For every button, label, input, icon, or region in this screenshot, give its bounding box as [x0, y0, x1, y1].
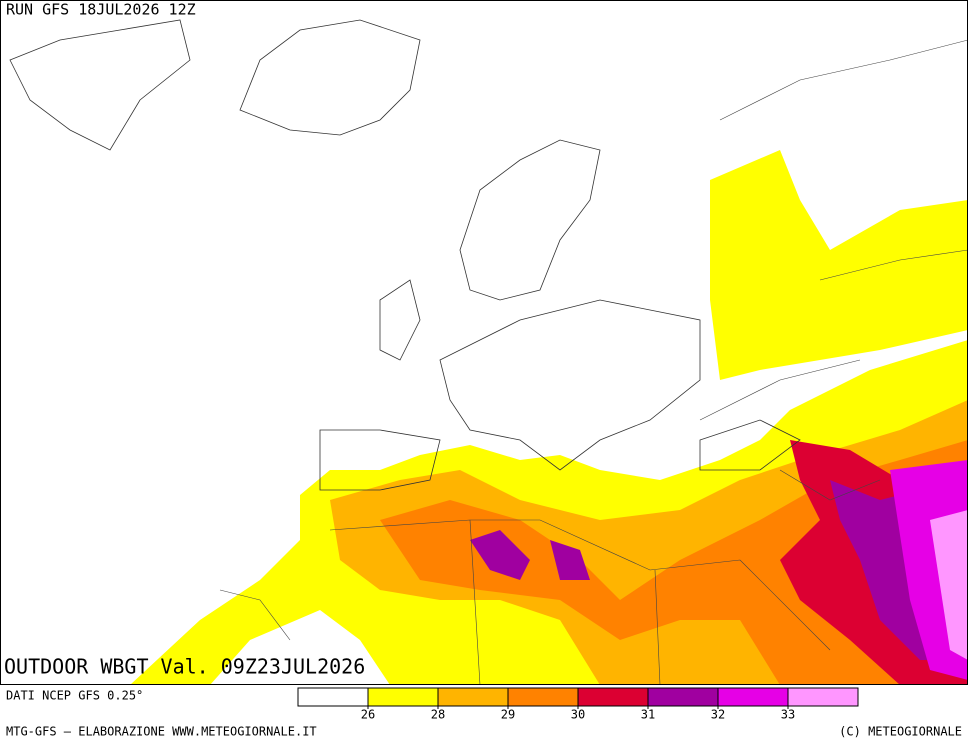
colorbar-box	[787, 687, 859, 707]
coastline	[239, 19, 421, 136]
colorbar-label: 32	[711, 708, 725, 722]
field	[550, 540, 590, 580]
colorbar-box	[437, 687, 509, 707]
colorbar-label: 28	[431, 708, 445, 722]
run-label: RUN GFS 18JUL2026 12Z	[6, 1, 196, 19]
data-source: DATI NCEP GFS 0.25°	[6, 689, 143, 703]
border	[219, 469, 881, 686]
field	[710, 150, 968, 380]
border	[699, 39, 968, 421]
map-title: OUTDOOR WBGT Val. 09Z23JUL2026	[4, 655, 365, 679]
colorbar-label: 26	[361, 708, 375, 722]
field	[470, 530, 530, 580]
coastline	[379, 279, 421, 361]
colorbar-label: 30	[571, 708, 585, 722]
colorbar-box	[577, 687, 649, 707]
colorbar: 26 28 29 30 31 32 33	[297, 687, 859, 722]
coastline	[319, 429, 441, 491]
colorbar-box	[647, 687, 719, 707]
footer-left: MTG-GFS — ELABORAZIONE WWW.METEOGIORNALE…	[6, 725, 317, 739]
colorbar-box	[507, 687, 579, 707]
coastline	[699, 419, 801, 471]
colorbar-box	[367, 687, 439, 707]
field	[930, 510, 968, 660]
coastline	[459, 139, 601, 301]
coastline	[9, 19, 191, 151]
colorbar-box	[297, 687, 369, 707]
map	[0, 0, 968, 686]
coastline	[439, 299, 701, 471]
colorbar-box	[717, 687, 789, 707]
footer-right: (C) METEOGIORNALE	[839, 725, 962, 739]
colorbar-label: 33	[781, 708, 795, 722]
colorbar-label: 29	[501, 708, 515, 722]
colorbar-label: 31	[641, 708, 655, 722]
